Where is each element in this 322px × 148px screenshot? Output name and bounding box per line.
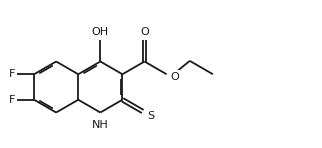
Text: NH: NH — [92, 120, 109, 130]
Text: F: F — [9, 69, 16, 79]
Text: O: O — [140, 27, 149, 37]
Text: OH: OH — [92, 27, 109, 37]
Text: S: S — [147, 111, 154, 121]
Text: O: O — [171, 71, 179, 82]
Text: F: F — [9, 95, 16, 105]
